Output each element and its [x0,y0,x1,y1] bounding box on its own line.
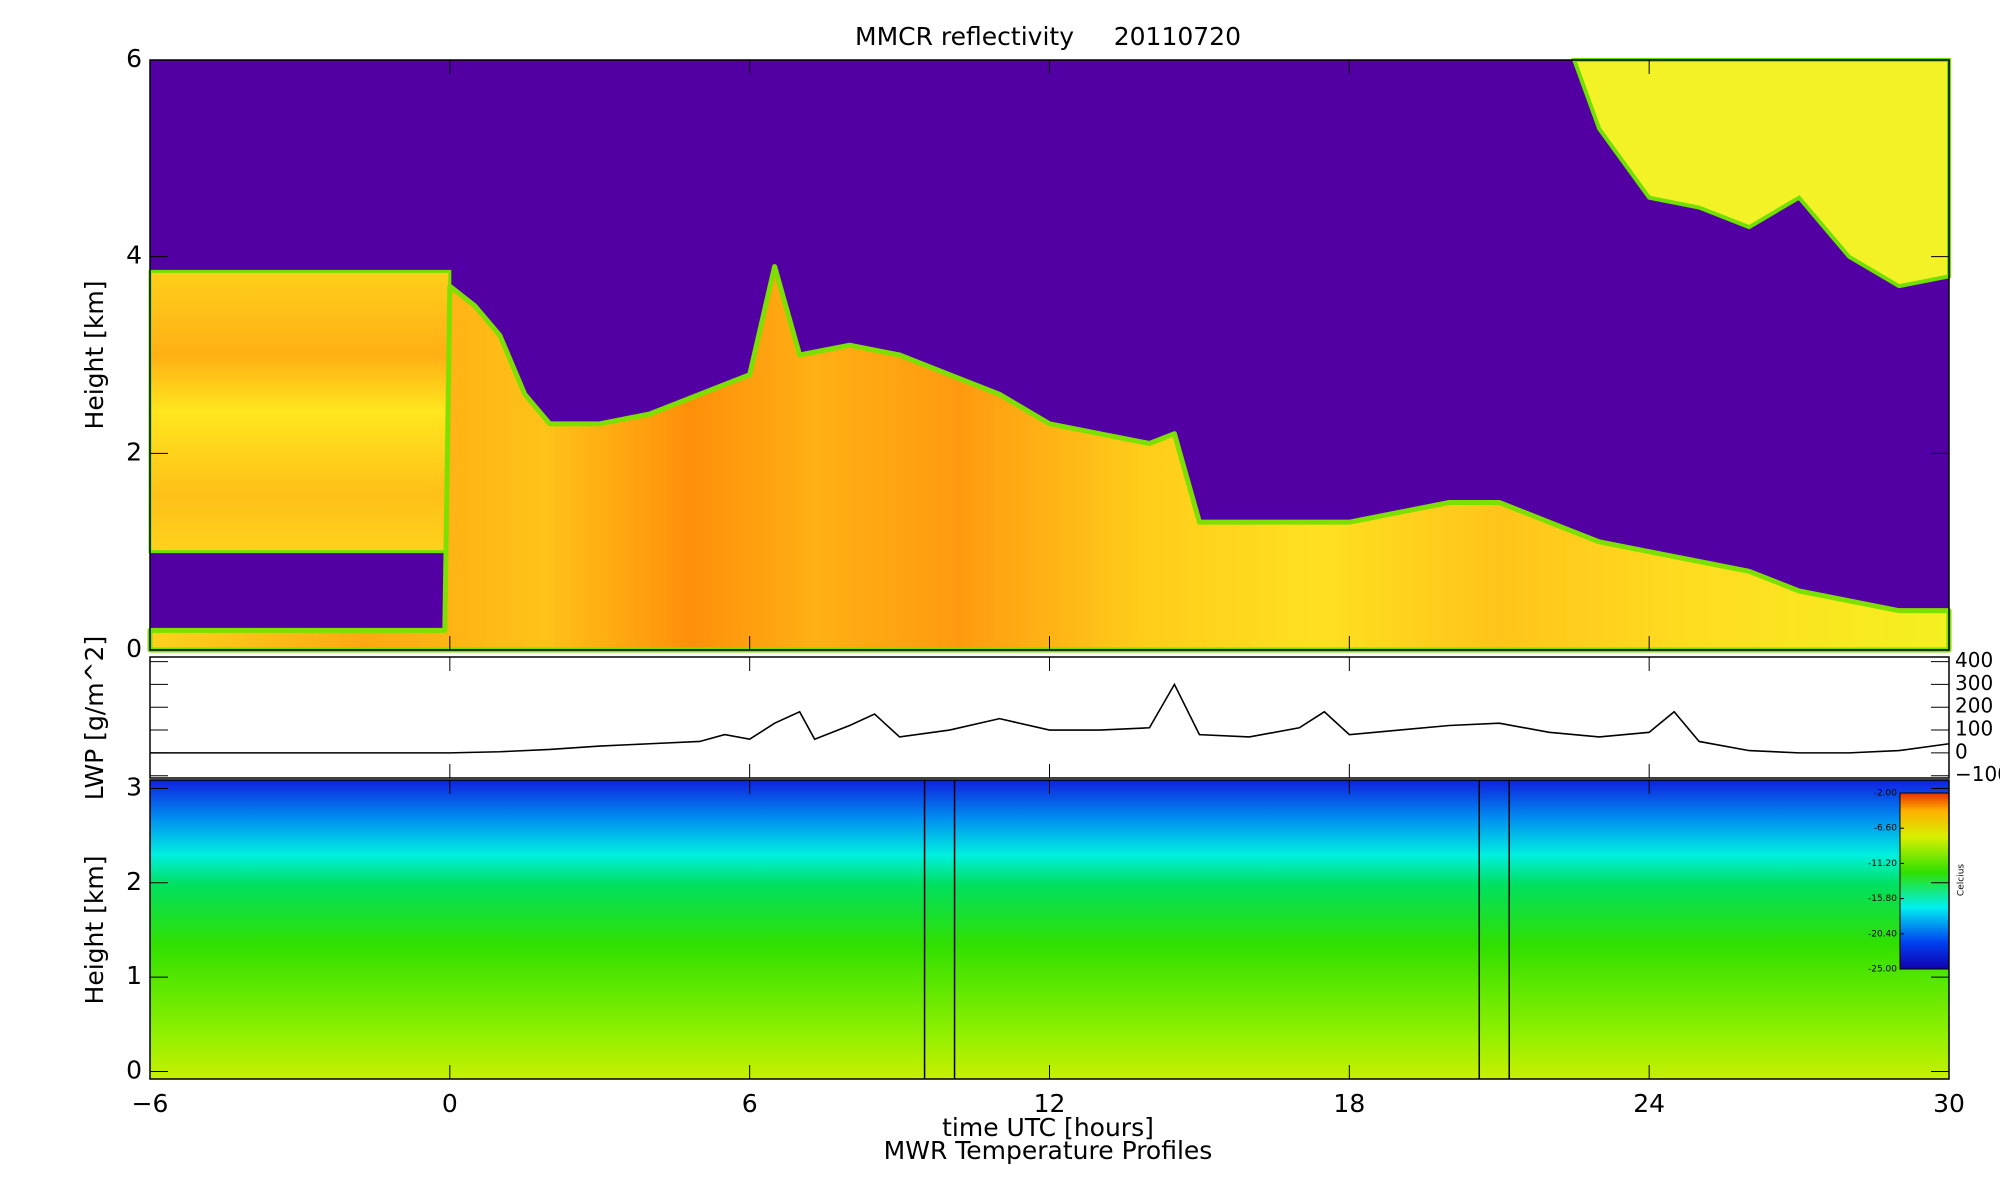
x-tick-label: −6 [132,1089,169,1118]
y-tick-label: 2 [126,437,142,466]
y-tick-label: −100 [1955,762,2000,786]
y-tick-label: 2 [126,867,142,896]
x-tick-label: 30 [1933,1089,1965,1118]
x-tick-label: 24 [1633,1089,1665,1118]
y-axis-label: Height [km] [80,281,109,430]
y-tick-label: 400 [1955,648,1993,672]
chart-title: MMCR reflectivity 20110720 [855,22,1241,51]
y-tick-label: 100 [1955,717,1993,741]
x-tick-label: 6 [742,1089,758,1118]
y-tick-label: 1 [126,961,142,990]
y-axis-label: LWP [g/m^2] [80,636,109,800]
colorbar [1899,792,1950,970]
y-tick-label: 6 [126,44,142,73]
lwp-line [150,682,1950,754]
y-axis-label: Height [km] [80,856,109,1005]
y-tick-label: 0 [126,634,142,663]
y-tick-label: 0 [1955,739,1968,763]
x-tick-label: 12 [1034,1089,1066,1118]
x-axis-label: time UTC [hours] [942,1113,1154,1142]
residual-layer [148,269,452,554]
subtitle: MWR Temperature Profiles [884,1136,1213,1165]
colorbar-tick-label: -6.60 [1874,824,1898,834]
colorbar-tick-label: -15.80 [1868,894,1897,904]
colorbar-tick-label: -2.00 [1874,789,1898,799]
y-tick-label: 200 [1955,694,1993,718]
colorbar-tick-label: -25.00 [1868,965,1897,975]
low-cloud [147,264,1952,653]
x-tick-label: 0 [442,1089,458,1118]
colorbar-label: Celcius [1957,864,1967,896]
temperature-field [150,780,1949,1079]
colorbar-tick-label: -20.40 [1868,929,1897,939]
y-tick-label: 0 [126,1055,142,1084]
y-tick-label: 3 [126,772,142,801]
colorbar-tick-label: -11.20 [1868,859,1897,869]
x-tick-label: 18 [1333,1089,1365,1118]
y-tick-label: 300 [1955,671,1993,695]
y-tick-label: 4 [126,241,142,270]
